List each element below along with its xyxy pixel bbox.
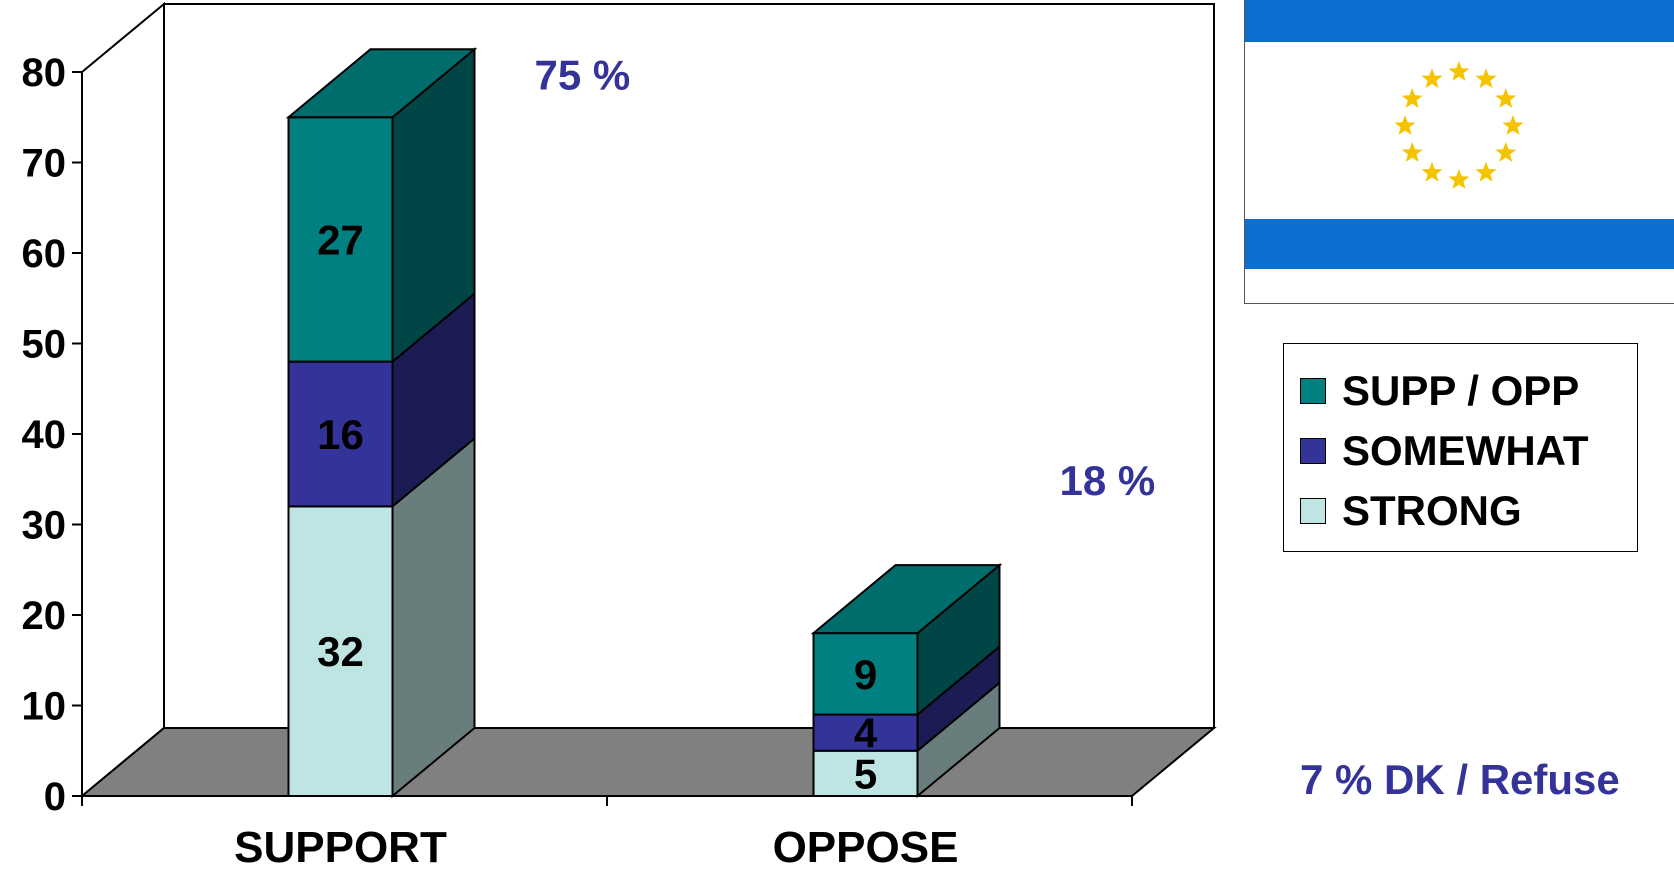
legend-swatch	[1300, 438, 1326, 464]
flag-bottom-stripe	[1245, 219, 1674, 269]
category-label: OPPOSE	[773, 823, 959, 869]
star-icon	[1394, 115, 1416, 135]
y-tick-label: 30	[22, 504, 67, 548]
floor	[79, 727, 1217, 797]
legend-swatch	[1300, 498, 1326, 524]
star-icon	[1495, 142, 1517, 162]
bars	[285, 47, 1003, 799]
y-tick-label: 50	[22, 323, 67, 367]
bar-total-label: 75 %	[535, 51, 631, 98]
y-tick-label: 10	[22, 685, 67, 729]
star-icon	[1448, 169, 1470, 189]
category-label: SUPPORT	[234, 823, 447, 869]
bar-segment-front	[287, 116, 394, 363]
flag-top-stripe	[1245, 0, 1674, 42]
y-tick-label: 70	[22, 142, 67, 186]
bar-segment-front	[812, 713, 919, 752]
star-icon	[1401, 142, 1423, 162]
dk-refuse-annotation: 7 % DK / Refuse	[1300, 756, 1620, 803]
legend-item-somewhat: SOMEWHAT	[1300, 426, 1589, 476]
y-tick-label: 60	[22, 232, 67, 276]
side-wall	[81, 1, 165, 799]
bar-total-label: 18 %	[1060, 457, 1156, 504]
y-tick-label: 80	[22, 51, 67, 95]
eu-flag-image	[1244, 0, 1674, 304]
star-icon	[1421, 161, 1443, 182]
chart-legend: SUPP / OPP SOMEWHAT STRONG	[1283, 343, 1638, 552]
chart-walls	[79, 1, 1217, 799]
bar-value-label: 16	[317, 411, 364, 458]
legend-item-supp-opp: SUPP / OPP	[1300, 366, 1579, 416]
star-icon	[1495, 88, 1517, 108]
legend-label: SOMEWHAT	[1342, 427, 1589, 474]
eu-stars-icon	[1394, 61, 1524, 189]
y-tick-label: 40	[22, 413, 67, 457]
star-icon	[1475, 161, 1497, 182]
legend-label: STRONG	[1342, 487, 1522, 534]
bar-value-label: 9	[854, 651, 877, 698]
legend-item-strong: STRONG	[1300, 486, 1522, 536]
y-tick-label: 20	[22, 594, 67, 638]
legend-swatch	[1300, 378, 1326, 404]
bar-segment-front	[812, 749, 919, 797]
star-icon	[1421, 68, 1443, 89]
bar-value-label: 4	[854, 710, 878, 757]
labels: 32 16 27 75 % SUPPORT 54 9 18 % OPPOSE	[234, 51, 1155, 869]
y-tick-label: 0	[44, 775, 66, 819]
legend-label: SUPP / OPP	[1342, 367, 1580, 414]
star-icon	[1448, 61, 1470, 81]
y-axis: 0 10 20 30 40 50 60 70 80	[22, 51, 1133, 819]
bar-value-label: 5	[854, 750, 877, 797]
star-icon	[1502, 115, 1524, 135]
bar-segment-front	[287, 505, 394, 797]
bar-top-face	[285, 48, 478, 119]
bar-value-label: 27	[317, 216, 364, 263]
star-icon	[1475, 68, 1497, 89]
bar-top-face	[810, 564, 1003, 635]
star-icon	[1401, 88, 1423, 108]
bar-value-label: 32	[317, 628, 364, 675]
